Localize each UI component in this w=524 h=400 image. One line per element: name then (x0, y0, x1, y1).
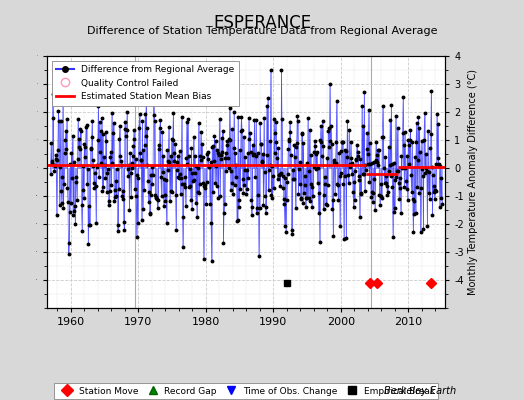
Y-axis label: Monthly Temperature Anomaly Difference (°C): Monthly Temperature Anomaly Difference (… (468, 69, 478, 295)
Text: Difference of Station Temperature Data from Regional Average: Difference of Station Temperature Data f… (87, 26, 437, 36)
Text: Berkeley Earth: Berkeley Earth (384, 386, 456, 396)
Legend: Station Move, Record Gap, Time of Obs. Change, Empirical Break: Station Move, Record Gap, Time of Obs. C… (54, 383, 438, 399)
Text: ESPERANCE: ESPERANCE (213, 14, 311, 32)
